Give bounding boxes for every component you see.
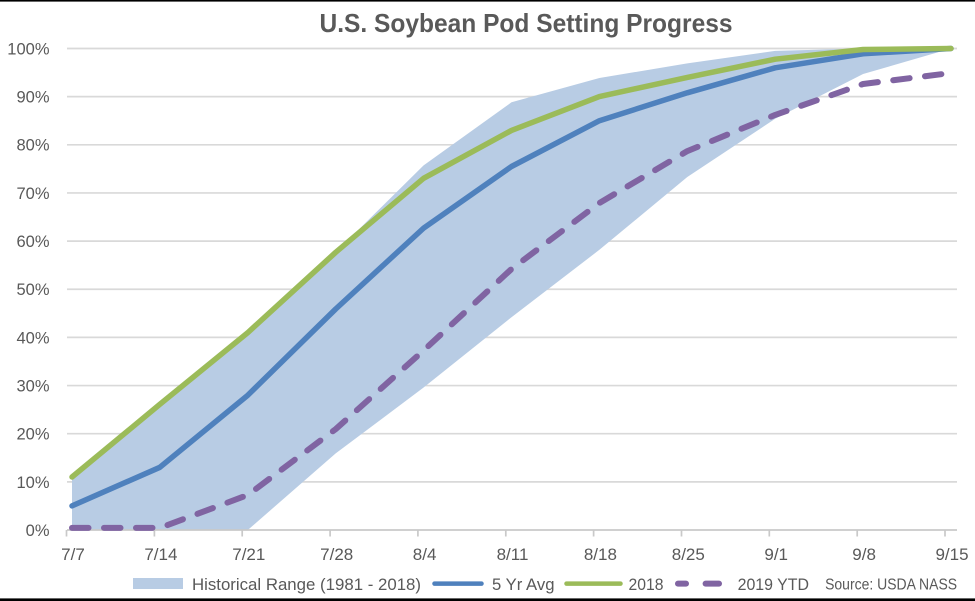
svg-text:Source: USDA NASS: Source: USDA NASS: [825, 577, 957, 594]
svg-text:30%: 30%: [16, 377, 49, 395]
svg-text:9/8: 9/8: [852, 545, 876, 564]
svg-text:7/7: 7/7: [61, 545, 85, 564]
svg-text:50%: 50%: [16, 281, 49, 299]
svg-text:9/1: 9/1: [764, 545, 788, 564]
svg-text:2018: 2018: [629, 576, 664, 594]
svg-text:8/4: 8/4: [413, 545, 437, 564]
svg-text:0%: 0%: [26, 522, 50, 540]
svg-text:5 Yr Avg: 5 Yr Avg: [492, 576, 555, 594]
svg-text:7/14: 7/14: [144, 545, 177, 564]
svg-text:100%: 100%: [7, 40, 50, 58]
svg-text:Historical Range (1981 - 2018): Historical Range (1981 - 2018): [192, 576, 421, 594]
svg-text:8/18: 8/18: [584, 545, 617, 564]
svg-text:60%: 60%: [16, 233, 49, 251]
svg-text:2019 YTD: 2019 YTD: [738, 576, 809, 594]
svg-text:9/15: 9/15: [935, 545, 968, 564]
svg-text:8/25: 8/25: [672, 545, 705, 564]
svg-text:8/11: 8/11: [497, 545, 529, 564]
svg-text:90%: 90%: [16, 89, 49, 107]
svg-text:7/21: 7/21: [232, 545, 265, 564]
svg-text:20%: 20%: [16, 426, 49, 444]
svg-text:40%: 40%: [16, 329, 49, 347]
svg-text:U.S. Soybean Pod Setting Progr: U.S. Soybean Pod Setting Progress: [320, 10, 733, 38]
svg-text:70%: 70%: [16, 185, 49, 203]
svg-text:80%: 80%: [16, 137, 49, 155]
svg-text:10%: 10%: [16, 474, 49, 492]
svg-text:7/28: 7/28: [320, 545, 353, 564]
